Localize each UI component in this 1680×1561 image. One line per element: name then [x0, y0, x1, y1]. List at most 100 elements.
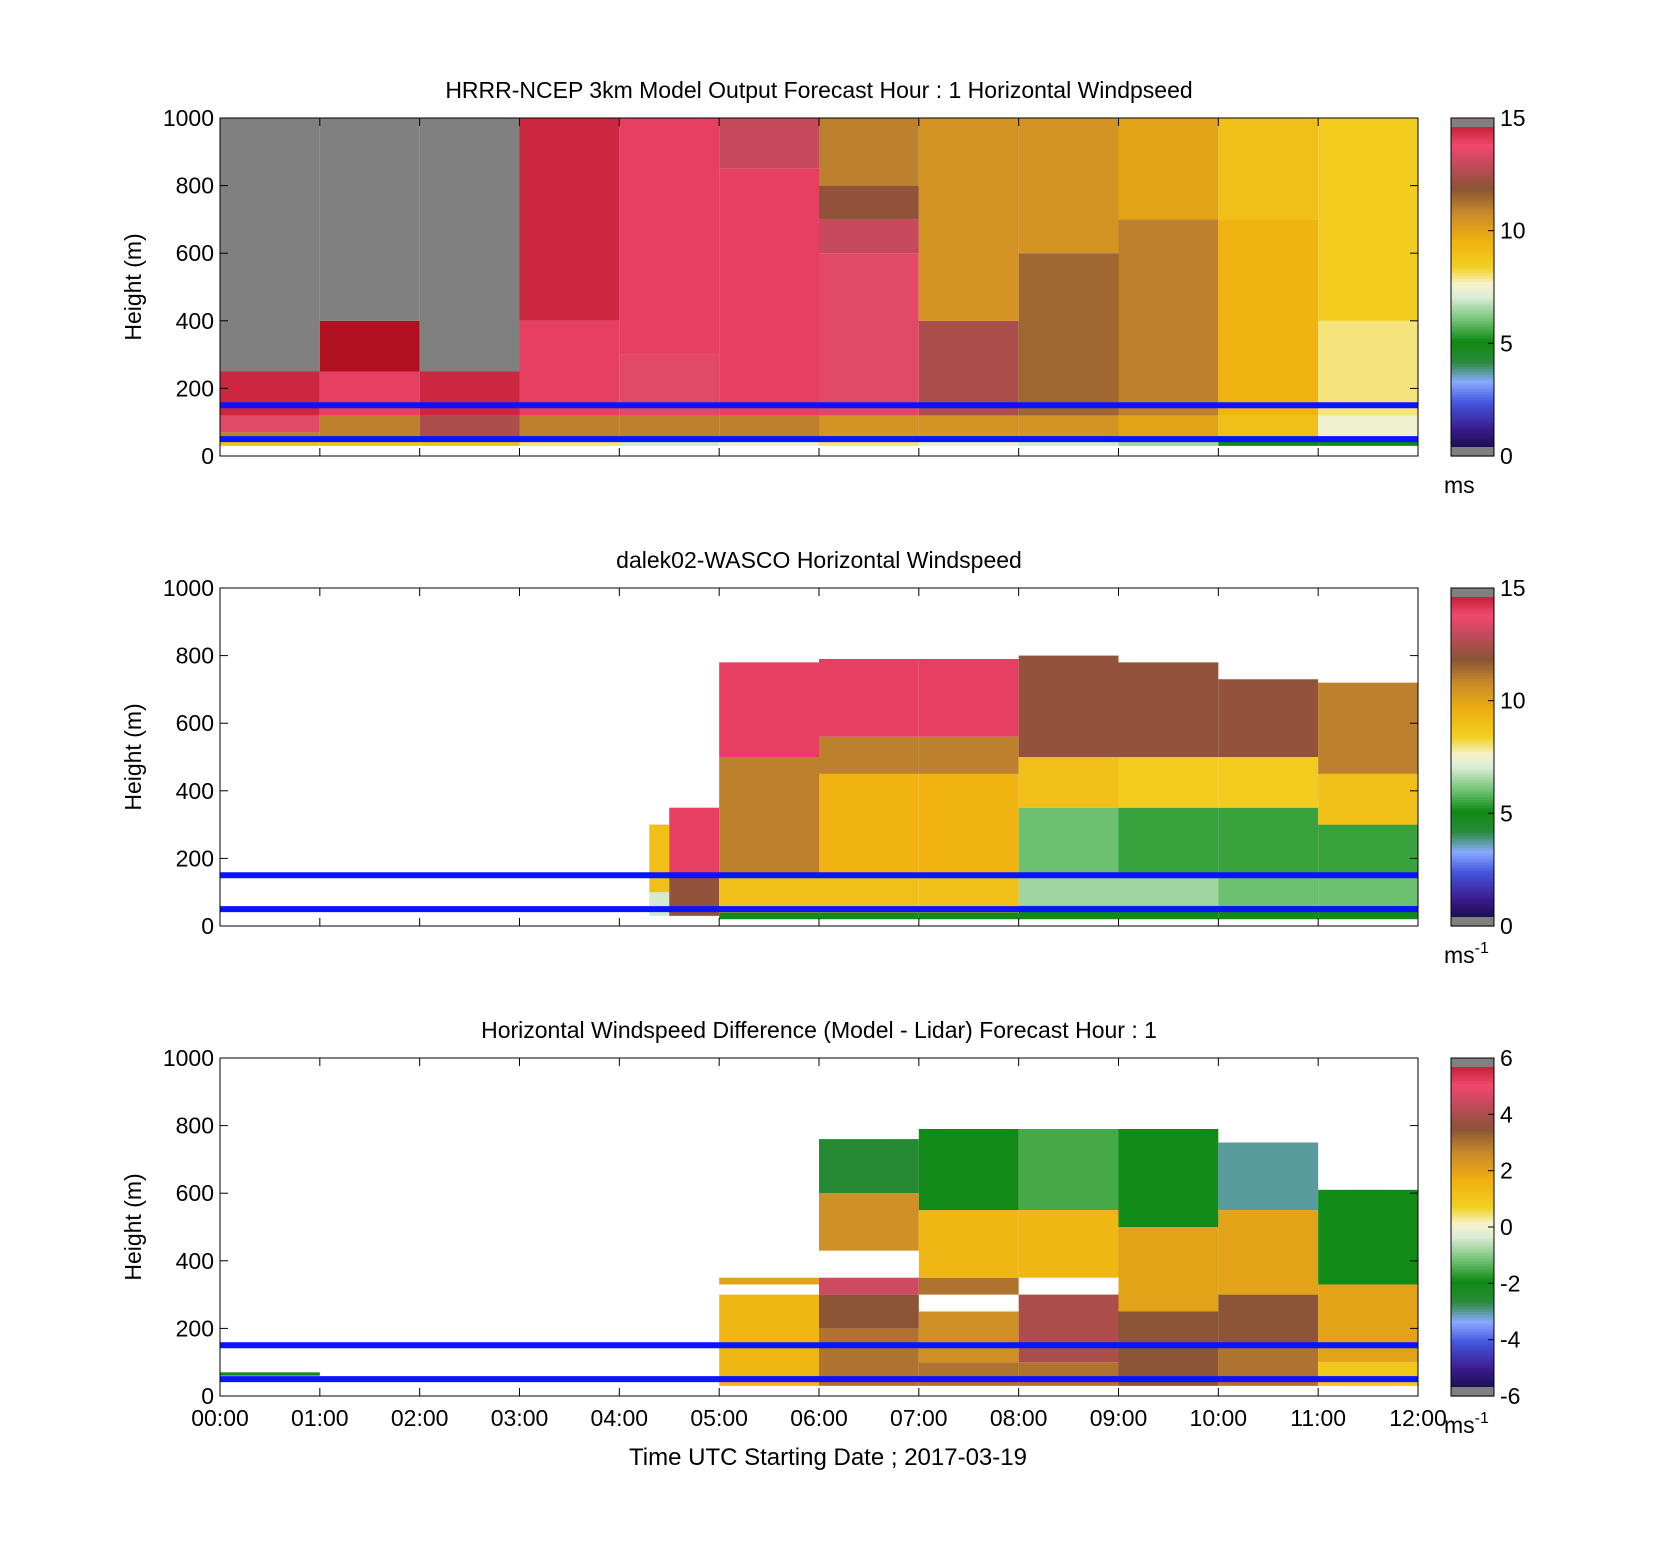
heatmap-cell [1218, 679, 1319, 757]
colorbar-segment [1451, 638, 1494, 643]
heatmap-cell [1018, 1362, 1119, 1386]
x-tick-label: 00:00 [191, 1405, 249, 1431]
colorbar-segment [1451, 371, 1494, 375]
heatmap-cell [918, 1362, 1019, 1386]
colorbar-segment [1451, 618, 1494, 623]
colorbar-segment [1451, 1134, 1494, 1138]
colorbar-segment [1451, 1365, 1494, 1369]
colorbar-segment [1451, 1227, 1494, 1231]
y-axis-label: Height (m) [120, 1173, 146, 1280]
colorbar-over [1451, 1058, 1494, 1067]
colorbar-segment [1451, 1235, 1494, 1239]
heatmap-cell [319, 439, 420, 446]
colorbar-segment [1451, 1097, 1494, 1101]
colorbar-segment [1451, 1100, 1494, 1104]
colorbar-segment [1451, 134, 1494, 139]
colorbar-segment [1451, 196, 1494, 201]
colorbar-segment [1451, 613, 1494, 617]
colorbar-segment [1451, 191, 1494, 195]
colorbar-tick-label: 15 [1500, 575, 1526, 601]
x-tick-label: 06:00 [790, 1405, 848, 1431]
colorbar-segment [1451, 672, 1494, 676]
heatmap-cell [1118, 439, 1219, 446]
y-tick-label: 200 [176, 375, 214, 401]
heatmap-cell [649, 824, 670, 893]
heatmap-cell [819, 736, 919, 774]
heatmap-cell [319, 320, 420, 372]
colorbar-segment [1451, 841, 1494, 845]
y-tick-label: 800 [176, 173, 214, 199]
colorbar-segment [1451, 866, 1494, 871]
colorbar-segment [1451, 444, 1494, 449]
heatmap-cell [1318, 1362, 1418, 1386]
colorbar-segment [1451, 168, 1494, 173]
x-axis-label: Time UTC Starting Date ; 2017-03-19 [629, 1444, 1027, 1471]
colorbar-segment [1451, 765, 1494, 769]
colorbar-segment [1451, 365, 1494, 370]
heatmap-cell [419, 371, 520, 416]
colorbar-segment [1451, 1283, 1494, 1287]
colorbar-segment [1451, 1269, 1494, 1273]
colorbar-under [1451, 917, 1494, 926]
heatmap-cell [519, 439, 620, 446]
heatmap-cell [1218, 1142, 1319, 1211]
colorbar-segment [1451, 326, 1494, 330]
heatmap-cell [819, 219, 919, 254]
colorbar-segment [1451, 821, 1494, 826]
colorbar-segment [1451, 1291, 1494, 1296]
colorbar-segment [1451, 1212, 1494, 1217]
colorbar-segment [1451, 759, 1494, 764]
colorbar-tick-label: 10 [1500, 688, 1526, 714]
colorbar-segment [1451, 157, 1494, 161]
heatmap-cell [519, 320, 620, 416]
heatmap-cell [819, 1294, 919, 1329]
heatmap-cell [819, 1193, 919, 1251]
colorbar-segment [1451, 1072, 1494, 1076]
colorbar-segment [1451, 323, 1494, 328]
colorbar-segment [1451, 351, 1494, 356]
colorbar-segment [1451, 1277, 1494, 1282]
colorbar-segment [1451, 914, 1494, 919]
heatmap-cell [669, 807, 720, 876]
heatmap-cell [819, 1139, 919, 1194]
colorbar-tick-label: -6 [1500, 1383, 1520, 1409]
colorbar-segment [1451, 199, 1494, 204]
colorbar-segment [1451, 298, 1494, 302]
heatmap-cell [319, 371, 420, 416]
x-tick-label: 09:00 [1090, 1405, 1148, 1431]
y-tick-label: 200 [176, 845, 214, 871]
colorbar-segment [1451, 1066, 1494, 1070]
colorbar-segment [1451, 388, 1494, 392]
colorbar-segment [1451, 1148, 1494, 1152]
colorbar-segment [1451, 1362, 1494, 1366]
heatmap-cell [220, 415, 320, 433]
colorbar-segment [1451, 906, 1494, 910]
colorbar-segment [1451, 771, 1494, 775]
colorbar-segment [1451, 1381, 1494, 1386]
colorbar-segment [1451, 1232, 1494, 1237]
panel-2: dalek02-WASCO Horizontal Windspeed 0 200 40… [120, 547, 1526, 968]
heatmap-cell [918, 912, 1019, 920]
colorbar-segment [1451, 909, 1494, 913]
colorbar-segment [1451, 264, 1494, 268]
heatmap-cell [1318, 1284, 1418, 1363]
colorbar-segment [1451, 410, 1494, 415]
colorbar-segment [1451, 354, 1494, 359]
colorbar-segment [1451, 1305, 1494, 1310]
colorbar-segment [1451, 1080, 1494, 1084]
colorbar-segment [1451, 1241, 1494, 1245]
heatmap-cell [918, 415, 1019, 440]
colorbar-segment [1451, 219, 1494, 223]
colorbar-frame [1450, 587, 1495, 927]
x-tick-label: 04:00 [591, 1405, 649, 1431]
heatmap-cell [719, 757, 819, 876]
colorbar-segment [1451, 1159, 1494, 1163]
colorbar-segment [1451, 1272, 1494, 1276]
colorbar-segment [1451, 399, 1494, 404]
colorbar-segment [1451, 1257, 1494, 1262]
colorbar-segment [1451, 864, 1494, 868]
colorbar-segment [1451, 875, 1494, 879]
colorbar-segment [1451, 742, 1494, 747]
colorbar-segment [1451, 1294, 1494, 1299]
colorbar-segment [1451, 776, 1494, 781]
